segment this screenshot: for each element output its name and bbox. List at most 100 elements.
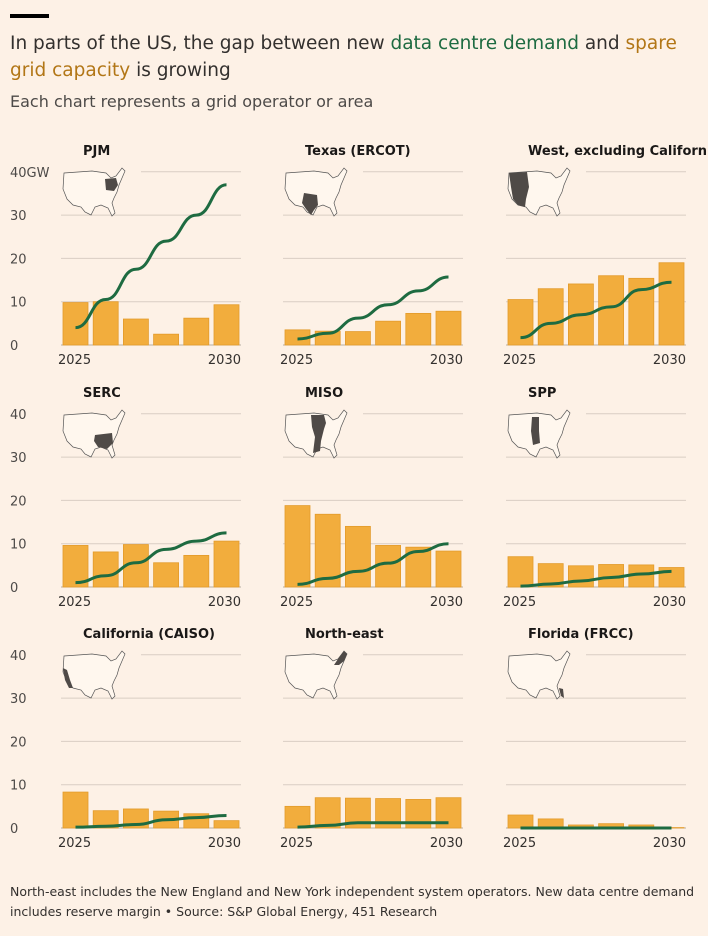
capacity-bar	[92, 551, 119, 588]
capacity-bar	[344, 525, 371, 588]
y-tick-label: 10	[10, 779, 27, 794]
capacity-bar	[314, 797, 341, 829]
capacity-bar	[375, 545, 402, 588]
capacity-bar	[92, 301, 119, 346]
x-tick-label: 2030	[208, 353, 241, 368]
x-tick-label: 2025	[58, 595, 91, 610]
panel-title: SERC	[83, 386, 121, 401]
x-tick-label: 2025	[503, 353, 536, 368]
capacity-bar	[507, 814, 534, 829]
capacity-bar	[435, 310, 462, 346]
capacity-bar	[153, 333, 180, 346]
capacity-bar	[62, 791, 89, 829]
x-tick-label: 2030	[653, 836, 686, 851]
panel-title: Texas (ERCOT)	[305, 144, 411, 159]
y-tick-label: 20	[10, 252, 27, 267]
chart-subtitle: Each chart represents a grid operator or…	[10, 92, 374, 111]
panel-north-east: North-east 2025 2030	[280, 627, 463, 851]
capacity-bar	[658, 262, 685, 346]
demand-line	[520, 280, 672, 340]
panel-title: MISO	[305, 386, 343, 401]
panel-florida-frcc-: Florida (FRCC) 2025 2030	[503, 627, 686, 851]
y-tick-label: 30	[10, 692, 27, 707]
demand-line	[297, 821, 449, 829]
capacity-bar	[123, 318, 149, 346]
capacity-bar	[537, 288, 564, 346]
x-tick-label: 2030	[430, 353, 463, 368]
capacity-bar	[375, 320, 402, 346]
footnote: North-east includes the New England and …	[10, 884, 695, 919]
capacity-bar	[284, 805, 311, 829]
capacity-bar	[92, 810, 119, 829]
panel-title: Florida (FRCC)	[528, 627, 634, 642]
y-tick-label: 20	[10, 735, 27, 750]
y-tick-label: 40	[10, 649, 27, 664]
capacity-bar	[284, 505, 311, 588]
region-highlight	[302, 193, 318, 215]
x-tick-label: 2025	[503, 836, 536, 851]
y-tick-label: 10	[10, 296, 27, 311]
us-map-icon	[284, 650, 348, 700]
capacity-bar	[183, 317, 210, 346]
demand-line	[75, 813, 227, 829]
demand-line	[75, 531, 227, 585]
panel-west-excluding-california: West, excluding California 2025 2030	[503, 144, 708, 368]
panel-title: West, excluding California	[528, 144, 708, 159]
y-tick-label: 20	[10, 494, 27, 509]
capacity-bar	[405, 312, 432, 346]
panel-title: California (CAISO)	[83, 627, 215, 642]
panel-miso: MISO 2025 2030	[280, 386, 463, 610]
x-tick-label: 2030	[653, 353, 686, 368]
x-tick-label: 2030	[208, 595, 241, 610]
us-map-icon	[62, 167, 126, 217]
panel-title: North-east	[305, 627, 384, 642]
y-tick-label: 40GW	[10, 166, 50, 181]
region-highlight	[94, 433, 113, 449]
chart-title: In parts of the US, the gap between new …	[10, 33, 677, 81]
x-tick-label: 2030	[653, 595, 686, 610]
capacity-bar	[568, 565, 594, 588]
y-tick-label: 30	[10, 451, 27, 466]
panel-texas-ercot-: Texas (ERCOT) 2025 2030	[280, 144, 463, 368]
us-map-icon	[507, 650, 571, 700]
x-tick-label: 2030	[208, 836, 241, 851]
brand-rule	[10, 14, 49, 18]
capacity-bar	[537, 563, 564, 588]
demand-line	[75, 183, 227, 330]
capacity-bar	[435, 550, 462, 588]
region-highlight	[531, 417, 540, 445]
capacity-bar	[598, 275, 624, 346]
x-tick-label: 2025	[503, 595, 536, 610]
x-tick-label: 2025	[58, 353, 91, 368]
region-highlight	[311, 415, 326, 453]
capacity-bar	[344, 331, 371, 346]
capacity-bar	[314, 513, 341, 588]
region-highlight	[63, 668, 73, 688]
x-tick-label: 2030	[430, 595, 463, 610]
demand-line	[297, 542, 449, 586]
region-highlight	[559, 688, 564, 698]
title-capacity: spare grid capacity	[10, 33, 677, 81]
demand-line	[520, 569, 672, 588]
y-tick-label: 30	[10, 209, 27, 224]
demand-line	[297, 275, 449, 341]
title-demand: data centre demand	[390, 33, 579, 54]
region-highlight	[334, 651, 347, 665]
capacity-bar	[213, 820, 240, 829]
capacity-bar	[507, 556, 534, 588]
panel-title: SPP	[528, 386, 556, 401]
y-tick-label: 0	[10, 339, 18, 354]
x-tick-label: 2025	[280, 353, 313, 368]
capacity-bar	[153, 562, 180, 588]
y-tick-label: 40	[10, 408, 27, 423]
capacity-bar	[213, 540, 240, 588]
x-tick-label: 2030	[430, 836, 463, 851]
capacity-bar	[213, 304, 240, 346]
x-tick-label: 2025	[58, 836, 91, 851]
x-tick-label: 2025	[280, 836, 313, 851]
y-tick-label: 10	[10, 538, 27, 553]
